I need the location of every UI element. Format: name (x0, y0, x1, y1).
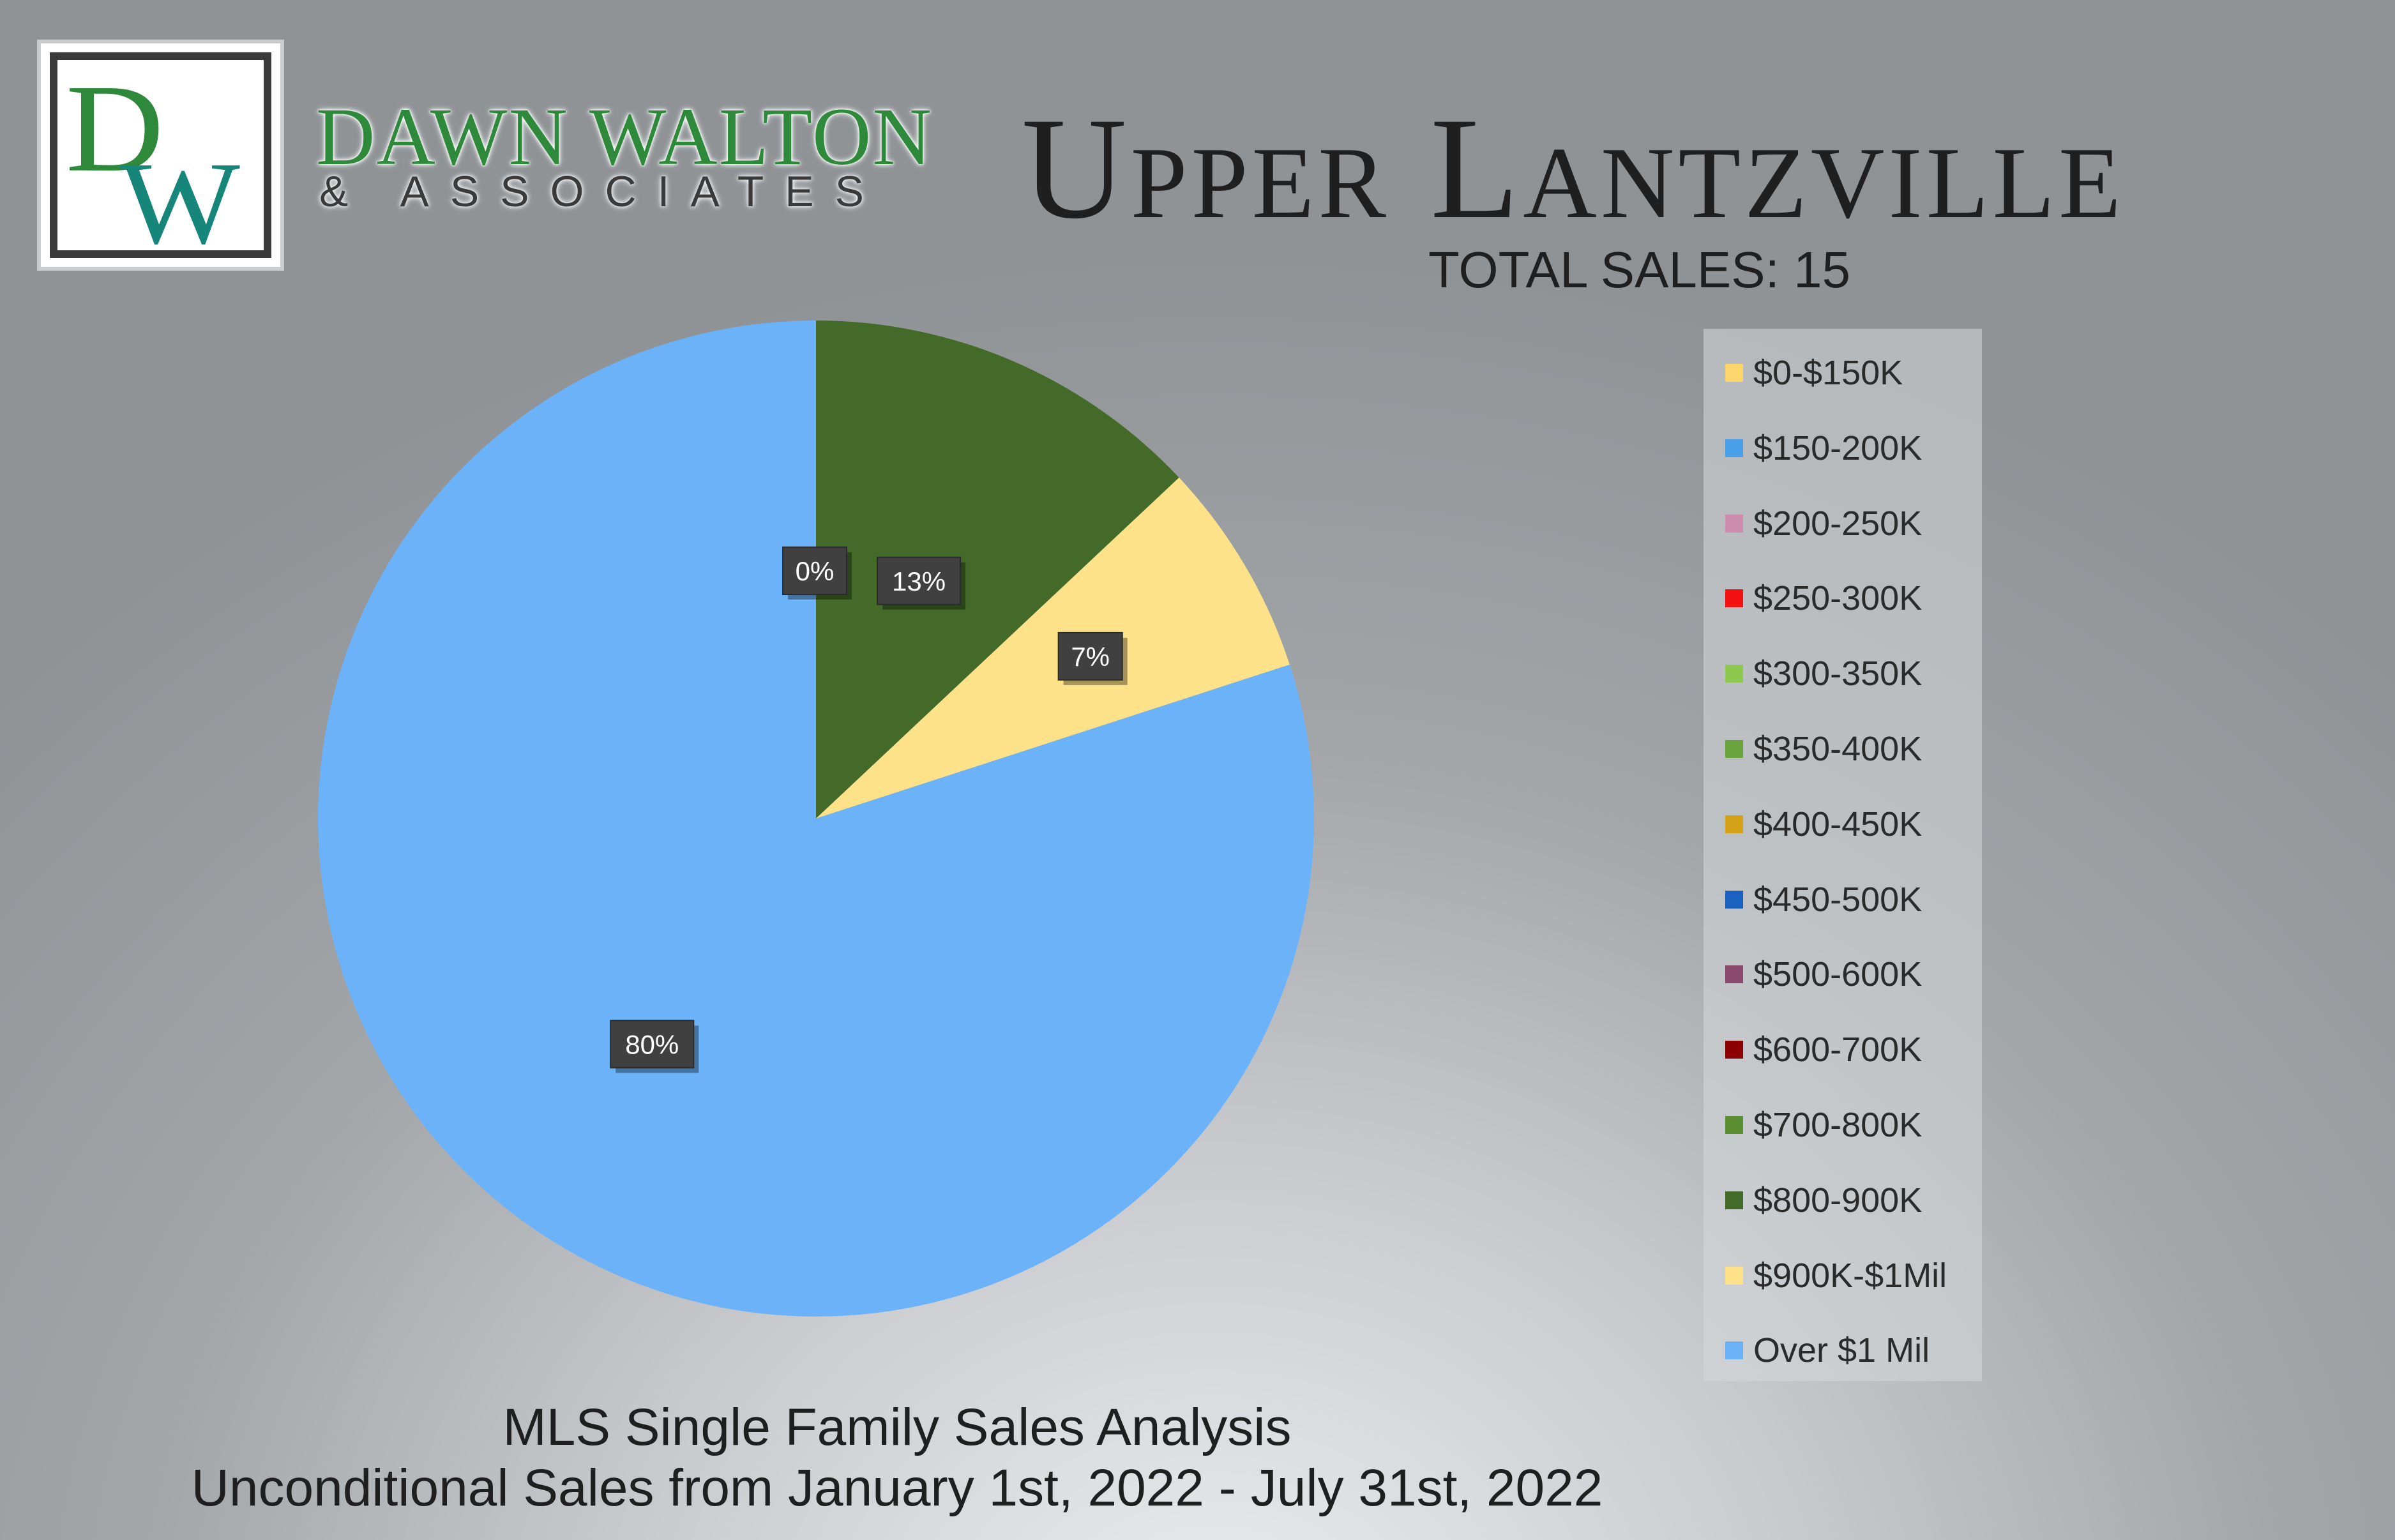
svg-text:W: W (119, 137, 240, 250)
legend-item: $0-$150K (1725, 351, 1903, 395)
pie-slice--800-900k (816, 321, 1179, 819)
svg-text:D: D (66, 60, 164, 198)
legend-label: Over $1 Mil (1753, 1331, 1930, 1370)
chart-legend: $0-$150K $150-200K $200-250K $250-300K $300-… (1704, 329, 1982, 1381)
caption-line1: MLS Single Family Sales Analysis (502, 1398, 1292, 1456)
legend-label: $0-$150K (1753, 354, 1903, 392)
legend-item: $300-350K (1725, 651, 1922, 696)
legend-swatch (1725, 589, 1743, 608)
legend-item: $900K-$1Mil (1725, 1253, 1947, 1298)
legend-label: $400-450K (1753, 804, 1923, 843)
legend-label: $450-500K (1753, 880, 1923, 919)
legend-swatch (1725, 364, 1743, 382)
legend-swatch (1725, 1041, 1743, 1059)
legend-item: $700-800K (1725, 1103, 1922, 1147)
legend-item: $450-500K (1725, 877, 1922, 922)
legend-label: $200-250K (1753, 504, 1923, 543)
data-label-text: 7% (1071, 642, 1110, 672)
pie-chart: 0% 13% 7% 80% (317, 321, 1314, 1317)
legend-swatch (1725, 965, 1743, 984)
legend-item: $600-700K (1725, 1027, 1922, 1072)
data-label-text: 13% (892, 566, 946, 596)
legend-item: Over $1 Mil (1725, 1328, 1930, 1373)
legend-label: $500-600K (1753, 955, 1923, 994)
legend-item: $400-450K (1725, 802, 1922, 847)
brand-name: DAWN WALTON (316, 91, 933, 182)
data-label-3: 80% (610, 1020, 699, 1073)
legend-label: $600-700K (1753, 1030, 1923, 1069)
legend-item: $250-300K (1725, 576, 1922, 621)
legend-swatch (1725, 740, 1743, 758)
legend-swatch (1725, 1191, 1743, 1209)
legend-item: $800-900K (1725, 1178, 1922, 1223)
data-label-2: 7% (1057, 631, 1128, 685)
total-sales: TOTAL SALES: 15 (1428, 241, 1851, 298)
pie-slice--900k-1mil (816, 478, 1290, 819)
data-label-text: 0% (796, 556, 835, 586)
legend-swatch (1725, 439, 1743, 457)
caption-line2: Unconditional Sales from January 1st, 20… (191, 1459, 1603, 1517)
legend-label: $350-400K (1753, 730, 1923, 768)
page-title: Upper Lantzville (1022, 88, 2125, 249)
legend-item: $500-600K (1725, 952, 1922, 997)
data-label-text: 80% (625, 1029, 679, 1059)
logo-frame: D W (50, 52, 271, 258)
legend-swatch (1725, 514, 1743, 532)
legend-item: $350-400K (1725, 727, 1922, 771)
legend-label: $250-300K (1753, 579, 1923, 618)
legend-swatch (1725, 890, 1743, 909)
legend-label: $300-350K (1753, 654, 1923, 693)
data-label-0: 0% (782, 547, 852, 600)
legend-item: $150-200K (1725, 426, 1922, 471)
brand-tagline: & ASSOCIATES (319, 167, 886, 216)
pie-slice-over-1-mil (317, 321, 1314, 1317)
legend-label: $900K-$1Mil (1753, 1256, 1947, 1295)
monogram-icon: D W (66, 60, 240, 250)
legend-label: $700-800K (1753, 1106, 1923, 1144)
legend-swatch (1725, 1341, 1743, 1360)
legend-swatch (1725, 1266, 1743, 1285)
legend-item: $200-250K (1725, 501, 1922, 546)
legend-swatch (1725, 1116, 1743, 1134)
legend-swatch (1725, 815, 1743, 833)
legend-label: $800-900K (1753, 1181, 1923, 1219)
legend-label: $150-200K (1753, 428, 1923, 467)
legend-swatch (1725, 665, 1743, 683)
logo: D W (37, 40, 284, 271)
data-label-1: 13% (877, 556, 966, 610)
